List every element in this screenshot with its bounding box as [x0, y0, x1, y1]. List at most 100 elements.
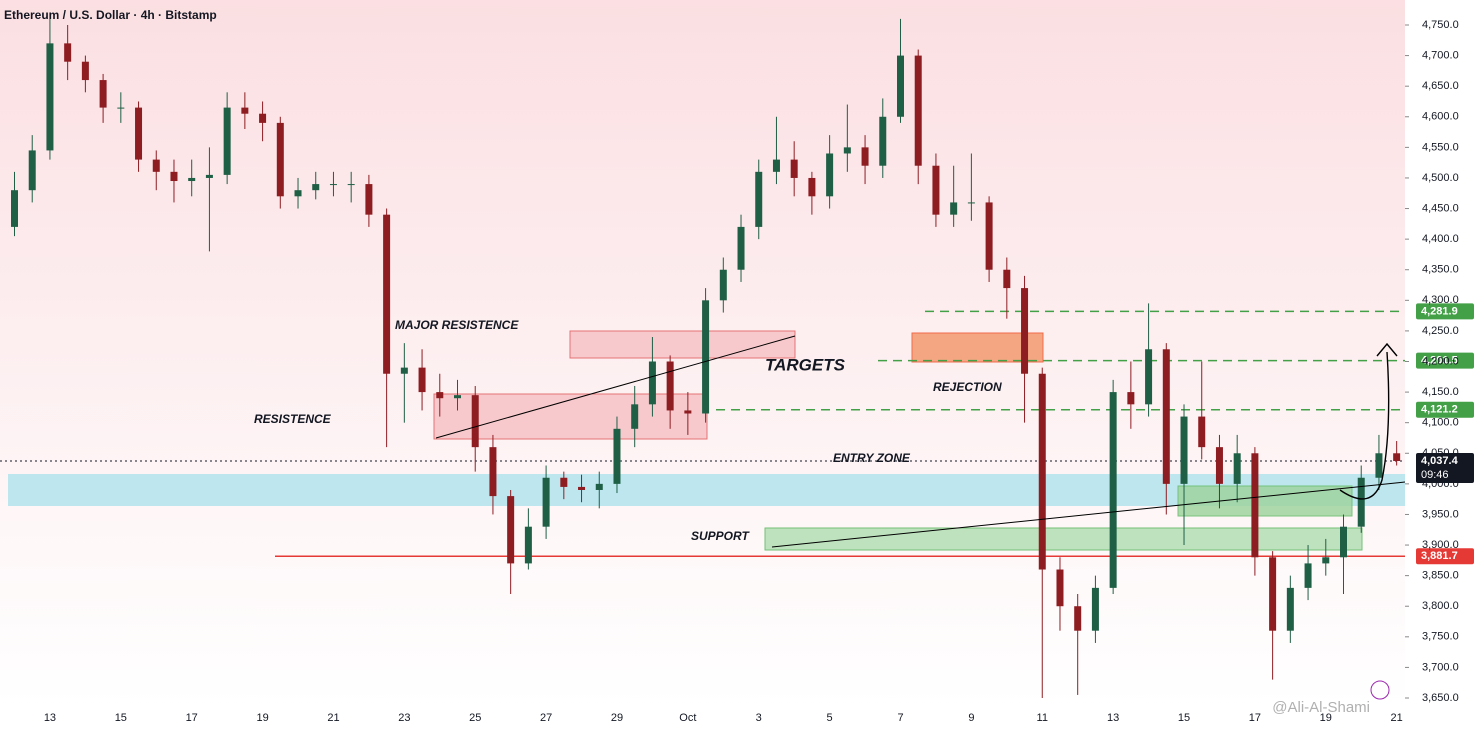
annotation: ENTRY ZONE: [833, 451, 911, 465]
candle-body: [1233, 453, 1241, 484]
x-tick-label: 15: [115, 712, 127, 724]
candle-body: [1021, 288, 1029, 374]
candle-body: [1357, 477, 1365, 527]
level-tag: [1416, 303, 1474, 320]
candle-body: [1180, 416, 1188, 484]
level-tag: [1416, 548, 1474, 565]
candle-body: [861, 147, 869, 166]
candle-body: [347, 184, 355, 186]
candle-body: [578, 486, 586, 490]
candle-body: [755, 171, 763, 227]
candle-body: [1074, 606, 1082, 631]
x-tick-label: 17: [186, 712, 198, 724]
y-tick-label: 4,000.0: [1422, 478, 1459, 490]
level-tag: [1416, 352, 1474, 369]
y-tick-label: 3,800.0: [1422, 600, 1459, 612]
candle-body: [400, 367, 408, 374]
x-tick-label: 29: [611, 712, 623, 724]
candle-body: [46, 43, 54, 151]
y-tick-label: 4,100.0: [1422, 417, 1459, 429]
candle-body: [950, 202, 958, 215]
x-tick-label: 23: [398, 712, 410, 724]
x-tick-label: 21: [1391, 712, 1403, 724]
y-tick-label: 4,350.0: [1422, 264, 1459, 276]
y-tick-label: 4,450.0: [1422, 202, 1459, 214]
y-tick-label: 4,300.0: [1422, 294, 1459, 306]
x-tick-label: 15: [1178, 712, 1190, 724]
entry-zone: [8, 474, 1405, 506]
candle-body: [808, 177, 816, 197]
candle-body: [436, 392, 444, 399]
candle-body: [365, 184, 373, 215]
candle-body: [1109, 392, 1117, 588]
support-zone: [764, 527, 1363, 551]
candle-body: [205, 174, 213, 178]
candle-body: [188, 177, 196, 182]
candle-body: [648, 361, 656, 405]
watermark: @Ali-Al-Shami: [1272, 699, 1370, 716]
level-label: 4,281.9: [1421, 305, 1458, 317]
annotation: RESISTENCE: [254, 412, 332, 426]
candle-body: [1375, 453, 1383, 478]
trend-line: [435, 335, 796, 439]
candle-body: [276, 122, 284, 197]
candle-body: [1091, 587, 1099, 631]
candle-body: [64, 43, 72, 62]
annotation: MAJOR RESISTENCE: [395, 318, 519, 332]
x-tick-label: 9: [968, 712, 974, 724]
projection-arrow: [1339, 351, 1390, 500]
x-tick-label: 5: [827, 712, 833, 724]
candle-body: [595, 483, 603, 490]
level-label: 4,201.5: [1421, 354, 1458, 366]
y-tick-label: 4,700.0: [1422, 49, 1459, 61]
level-label: 4,121.2: [1421, 404, 1458, 416]
x-tick-label: Oct: [679, 712, 696, 724]
candle-body: [489, 447, 497, 497]
x-tick-label: 13: [1107, 712, 1119, 724]
candle-body: [613, 428, 621, 484]
candle-body: [1127, 392, 1135, 405]
candle-body: [1286, 587, 1294, 631]
x-tick-label: 13: [44, 712, 56, 724]
candle-body: [666, 361, 674, 411]
x-tick-label: 7: [897, 712, 903, 724]
candle-body: [737, 226, 745, 270]
candle-body: [1003, 269, 1011, 289]
candle-body: [170, 171, 178, 182]
annotation: REJECTION: [933, 380, 1002, 394]
candle-body: [914, 55, 922, 166]
y-tick-label: 3,750.0: [1422, 631, 1459, 643]
candle-body: [1269, 557, 1277, 631]
x-tick-label: 19: [256, 712, 268, 724]
candle-body: [772, 159, 780, 172]
arrow-head: [1376, 342, 1398, 357]
trend-line: [771, 481, 1406, 548]
candle-body: [152, 159, 160, 172]
candle-body: [259, 113, 267, 123]
chart-title: Ethereum / U.S. Dollar · 4h · Bitstamp: [4, 8, 217, 22]
candle-body: [879, 116, 887, 166]
x-tick-label: 11: [1037, 712, 1048, 724]
candle-body: [383, 214, 391, 374]
y-tick-label: 4,200.0: [1422, 355, 1459, 367]
y-tick-label: 3,700.0: [1422, 661, 1459, 673]
candle-body: [81, 61, 89, 81]
candle-body: [1304, 563, 1312, 588]
y-tick-label: 4,400.0: [1422, 233, 1459, 245]
y-tick-label: 4,150.0: [1422, 386, 1459, 398]
candle-body: [1340, 526, 1347, 558]
resistance-zone: [569, 330, 796, 359]
candle-body: [1215, 447, 1223, 484]
candle-body: [241, 107, 249, 114]
candle-body: [790, 159, 798, 178]
candle-body: [1198, 416, 1206, 448]
entry-box: [1177, 485, 1353, 517]
candle-body: [312, 184, 320, 191]
annotation: SUPPORT: [691, 529, 750, 543]
y-tick-label: 3,650.0: [1422, 692, 1459, 704]
level-tag: [1416, 401, 1474, 418]
candle-body: [117, 107, 125, 109]
y-tick-label: 4,550.0: [1422, 141, 1459, 153]
candle-body: [329, 184, 337, 186]
